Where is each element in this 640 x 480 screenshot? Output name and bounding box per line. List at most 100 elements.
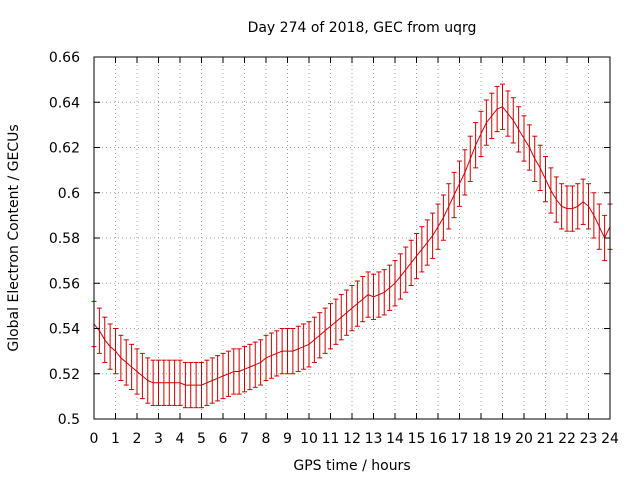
y-tick-label: 0.5 <box>58 412 80 428</box>
x-tick-label: 3 <box>154 431 163 447</box>
x-tick-label: 20 <box>515 431 533 447</box>
data-point-errorbar <box>177 359 183 406</box>
data-point-errorbar <box>349 285 355 332</box>
data-point-errorbar <box>371 273 376 320</box>
data-point-errorbar <box>161 359 167 406</box>
data-point-errorbar <box>193 361 199 409</box>
x-tick-label: 19 <box>494 431 512 447</box>
data-point-errorbar <box>516 106 522 153</box>
data-point-errorbar <box>322 307 328 354</box>
chart-title: Day 274 of 2018, GEC from uqrg <box>248 20 477 36</box>
data-point-errorbar <box>537 144 543 191</box>
data-point-errorbar <box>285 328 290 375</box>
data-point-errorbar <box>209 357 215 404</box>
x-tick-label: 16 <box>429 431 447 447</box>
data-point-errorbar <box>215 355 221 402</box>
data-point-errorbar <box>580 178 586 225</box>
x-tick-label: 11 <box>322 431 340 447</box>
data-point-errorbar <box>156 359 161 406</box>
x-tick-label: 10 <box>300 431 318 447</box>
data-point-errorbar <box>526 124 532 171</box>
x-tick-label: 24 <box>601 431 619 447</box>
x-tick-label: 22 <box>558 431 576 447</box>
data-point-errorbar <box>376 271 382 318</box>
data-point-errorbar <box>263 334 269 382</box>
data-point-errorbar <box>113 328 118 375</box>
data-point-errorbar <box>166 359 172 406</box>
data-point-errorbar <box>365 271 371 318</box>
data-point-errorbar <box>199 361 204 409</box>
y-tick-label: 0.56 <box>49 276 80 292</box>
data-point-errorbar <box>306 321 312 368</box>
data-point-errorbar <box>505 90 511 137</box>
data-point-errorbar <box>462 149 468 196</box>
x-tick-label: 15 <box>408 431 426 447</box>
data-point-errorbar <box>118 334 124 382</box>
data-point-errorbar <box>268 332 274 379</box>
data-point-errorbar <box>586 183 591 230</box>
data-point-errorbar <box>123 339 129 386</box>
data-point-errorbar <box>231 348 237 395</box>
data-point-errorbar <box>446 183 452 230</box>
data-point-errorbar <box>430 212 436 259</box>
data-point-errorbar <box>344 289 350 336</box>
grid <box>94 57 610 419</box>
data-point-errorbar <box>575 183 581 230</box>
data-point-errorbar <box>591 192 597 239</box>
x-tick-label: 7 <box>240 431 249 447</box>
y-axis-label: Global Electron Content / GECUs <box>6 124 22 351</box>
x-tick-label: 5 <box>197 431 206 447</box>
data-point-errorbar <box>543 156 548 203</box>
data-point-errorbar <box>451 171 457 219</box>
data-point-errorbar <box>489 92 495 139</box>
data-point-errorbar <box>483 99 489 146</box>
x-tick-label: 2 <box>133 431 142 447</box>
data-point-errorbar <box>279 328 285 375</box>
x-tick-label: 0 <box>90 431 99 447</box>
data-point-errorbar <box>225 350 231 397</box>
data-point-errorbar <box>328 303 333 350</box>
x-tick-label: 12 <box>343 431 361 447</box>
data-point-errorbar <box>96 307 102 354</box>
data-point-errorbar <box>403 246 409 293</box>
data-point-errorbar <box>494 85 500 133</box>
y-tick-label: 0.58 <box>49 231 80 247</box>
data-point-errorbar <box>521 115 527 162</box>
data-point-errorbar <box>354 280 360 327</box>
x-tick-label: 6 <box>219 431 228 447</box>
data-point-errorbar <box>548 167 554 214</box>
data-point-errorbar <box>457 160 462 207</box>
data-point-errorbar <box>419 226 425 273</box>
data-point-errorbar <box>317 312 323 359</box>
data-point-errorbar <box>188 361 194 409</box>
x-tick-label: 21 <box>537 431 555 447</box>
data-point-errorbar <box>397 253 403 300</box>
data-point-errorbar <box>435 203 441 250</box>
data-point-errorbar <box>564 185 570 232</box>
data-point-errorbar <box>295 325 301 372</box>
x-tick-label: 17 <box>451 431 469 447</box>
data-point-errorbar <box>204 359 210 406</box>
data-point-errorbar <box>172 359 178 406</box>
data-point-errorbar <box>134 348 140 395</box>
data-point-errorbar <box>182 361 188 409</box>
data-point-errorbar <box>596 203 602 250</box>
data-point-errorbar <box>478 110 484 158</box>
y-tick-label: 0.6 <box>58 186 80 202</box>
data-point-errorbar <box>408 239 414 287</box>
data-point-errorbar <box>424 219 430 266</box>
data-point-errorbar <box>473 122 479 169</box>
x-axis-label: GPS time / hours <box>293 458 410 474</box>
data-point-errorbar <box>510 97 516 144</box>
x-tick-label: 14 <box>386 431 404 447</box>
series-gec <box>91 83 613 409</box>
data-point-errorbar <box>414 232 419 280</box>
x-tick-label: 4 <box>176 431 185 447</box>
data-point-errorbar <box>102 316 108 363</box>
data-point-errorbar <box>392 260 398 307</box>
data-point-errorbar <box>301 323 307 370</box>
data-point-errorbar <box>360 275 366 323</box>
data-point-errorbar <box>500 83 505 130</box>
ticks: 0 1 2 3 4 5 6 7 8 9 10 11 12 13 14 15 16 17 18 19 20 21 22 23 24… <box>49 50 619 447</box>
